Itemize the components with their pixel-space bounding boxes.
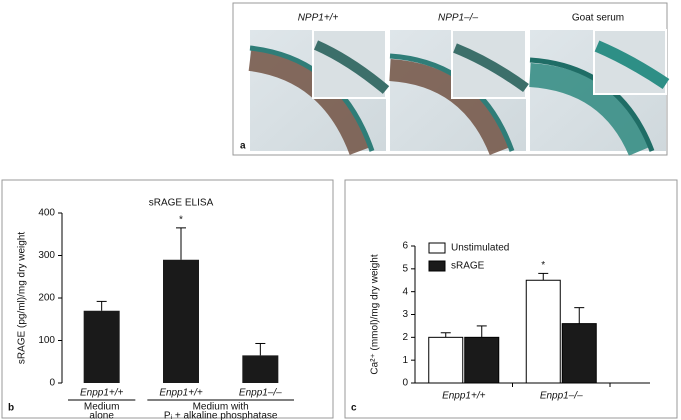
bar — [525, 279, 561, 384]
y-tick-label: 200 — [38, 293, 55, 304]
x-tick-label: Enpp1–/– — [239, 388, 282, 399]
y-tick-label: 2 — [402, 332, 408, 343]
legend-swatch — [428, 260, 446, 272]
panel-b-frame — [1, 179, 334, 419]
panel-c-frame — [344, 179, 678, 419]
micrograph — [248, 29, 390, 155]
y-tick-label: 100 — [38, 335, 55, 346]
image-label: NPP1+/+ — [298, 13, 339, 24]
bar — [242, 355, 279, 383]
micrograph — [529, 29, 670, 156]
significance-marker: * — [179, 215, 183, 226]
image-label: NPP1–/– — [438, 13, 478, 24]
micrograph — [389, 29, 529, 156]
y-tick-label: 1 — [402, 355, 408, 366]
legend-label: sRAGE — [451, 261, 485, 272]
x-tick-label: Enpp1+/+ — [442, 391, 486, 402]
x-tick-label: Enpp1+/+ — [80, 388, 124, 399]
y-axis-label: Ca²⁺ (mmol)/mg dry weight — [370, 254, 381, 375]
group-label: Pᵢ + alkaline phosphatase — [164, 411, 278, 420]
significance-marker: * — [541, 260, 545, 271]
y-tick-label: 5 — [402, 263, 408, 274]
bar — [464, 336, 500, 384]
y-tick-label: 300 — [38, 250, 55, 261]
panel-label: c — [351, 403, 357, 414]
x-tick-label: Enpp1+/+ — [159, 388, 203, 399]
chart-title: sRAGE ELISA — [149, 198, 214, 209]
y-tick-label: 0 — [49, 378, 55, 389]
group-label: Medium — [84, 402, 120, 413]
panel-label: b — [8, 403, 14, 414]
bar — [561, 323, 597, 384]
bar — [428, 336, 464, 384]
group-label: Medium with — [193, 402, 249, 413]
panel-label: a — [240, 141, 246, 152]
bar — [83, 310, 120, 383]
y-tick-label: 4 — [402, 286, 408, 297]
group-label: alone — [89, 411, 114, 420]
legend-label: Unstimulated — [451, 243, 509, 254]
y-tick-label: 400 — [38, 208, 55, 219]
y-axis-label: sRAGE (pg/ml)/mg dry weight — [17, 232, 28, 364]
micrographs — [248, 29, 670, 156]
y-tick-label: 6 — [402, 241, 408, 252]
bar — [163, 259, 199, 383]
image-label: Goat serum — [572, 13, 624, 24]
x-tick-label: Enpp1–/– — [540, 391, 583, 402]
y-tick-label: 0 — [402, 378, 408, 389]
legend-swatch — [428, 242, 446, 254]
y-tick-label: 3 — [402, 309, 408, 320]
